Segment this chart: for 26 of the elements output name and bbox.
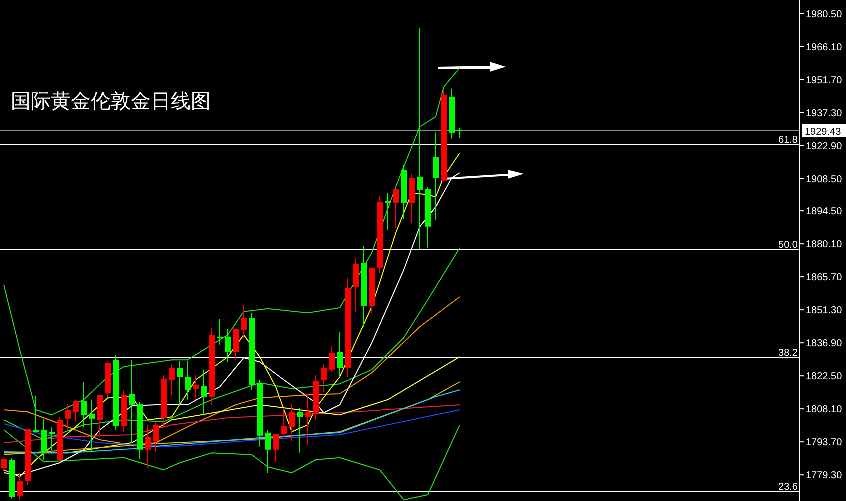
annotation: 50.0 <box>778 240 798 252</box>
text: 国际黄金伦敦金日线图 <box>11 91 211 113</box>
y-tick-label: 1779.30 <box>806 470 843 482</box>
y-tick-label: 1851.30 <box>806 306 843 317</box>
line-series <box>4 296 460 446</box>
line-series <box>4 424 460 501</box>
y-tick-label: 1980.50 <box>806 9 843 20</box>
y-tick-label: 1836.90 <box>806 338 843 350</box>
line-series <box>4 404 460 444</box>
line-series <box>4 68 460 416</box>
y-tick-label: 1793.70 <box>806 438 843 449</box>
y-tick-label: 1908.50 <box>806 174 843 186</box>
ref-line-label: 1929.43 <box>805 127 842 138</box>
y-tick-label: 1951.70 <box>806 75 843 86</box>
line-series <box>4 356 460 454</box>
y-tick-label: 1894.50 <box>806 206 843 218</box>
annotation: 23.6 <box>778 482 798 494</box>
y-tick-label: 1966.10 <box>806 42 843 54</box>
y-tick-label: 1865.70 <box>806 272 843 284</box>
y-tick-label: 1922.90 <box>806 141 843 152</box>
y-tick-label: 1880.10 <box>806 240 843 251</box>
y-tick-label: 1808.10 <box>806 404 843 416</box>
annotation: 61.8 <box>778 134 798 146</box>
y-tick-label: 1937.30 <box>806 108 843 120</box>
y-tick-label: 1822.50 <box>806 372 843 383</box>
annotation: 38.2 <box>778 348 798 359</box>
